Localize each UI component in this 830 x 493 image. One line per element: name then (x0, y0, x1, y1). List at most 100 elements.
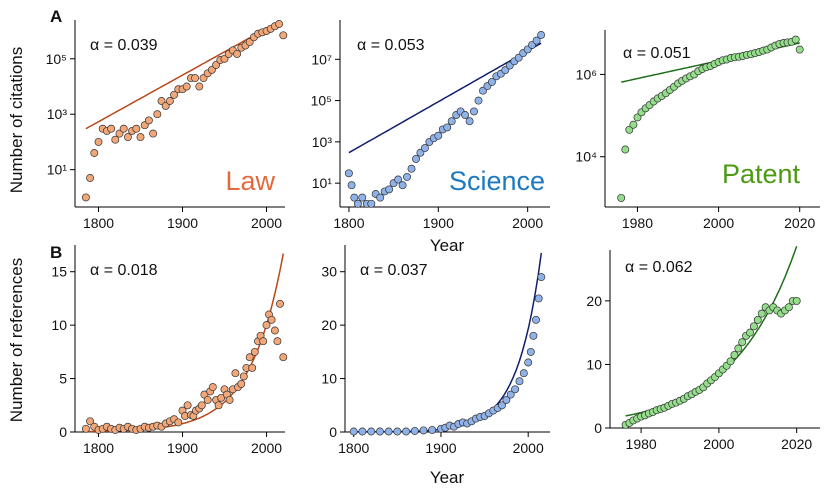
data-point (233, 49, 242, 58)
x-tick-label: 1800 (83, 440, 114, 456)
data-point (537, 273, 546, 282)
data-point (757, 309, 766, 318)
data-point (474, 96, 483, 105)
data-point (267, 315, 276, 324)
data-point (419, 426, 428, 435)
data-point (367, 199, 376, 208)
data-point (86, 174, 95, 182)
ylabel-citations: Number of citations (7, 47, 26, 193)
panel-label-b: B (50, 243, 62, 262)
data-point (465, 117, 474, 126)
data-point (208, 383, 217, 392)
data-point (792, 296, 801, 305)
data-point (534, 294, 543, 303)
data-point (191, 74, 200, 83)
data-point (353, 199, 362, 208)
data-point (519, 369, 528, 378)
data-point (81, 424, 90, 433)
data-point (749, 322, 758, 331)
data-point (410, 426, 419, 435)
y-tick-label: 10⁵ (311, 93, 332, 109)
y-tick-label: 0 (59, 424, 67, 440)
data-point (791, 35, 800, 44)
chart-science-citations: 1800 1900 2000 10¹ 10³ 10⁵ 10⁷ α = 0.053 Science (311, 20, 550, 231)
data-point (123, 133, 132, 142)
data-point (447, 117, 456, 126)
x-tick-label: 1900 (425, 440, 456, 456)
data-point (214, 401, 223, 410)
data-point (784, 303, 793, 312)
y-tick-label: 0 (329, 424, 337, 440)
data-point (498, 401, 506, 410)
data-point (279, 31, 288, 40)
y-tick-label: 30 (321, 264, 337, 280)
data-point (347, 181, 356, 190)
alpha-annotation: α = 0.018 (90, 262, 158, 279)
data-point (470, 107, 478, 116)
data-point (617, 193, 626, 202)
x-tick-label: 2000 (703, 436, 734, 452)
y-tick-label: 10³ (47, 106, 68, 122)
data-point (515, 377, 524, 386)
data-point (502, 395, 511, 404)
data-point (275, 20, 284, 28)
x-tick-label: 1800 (338, 440, 369, 456)
x-tick-label: 1980 (622, 215, 653, 231)
data-point (259, 337, 268, 346)
x-tick-label: 2020 (781, 436, 812, 452)
x-tick-label: 2000 (512, 215, 543, 231)
data-point (461, 111, 470, 119)
alpha-annotation: α = 0.039 (90, 37, 158, 54)
data-point (279, 353, 288, 362)
y-tick-label: 10 (586, 356, 602, 372)
data-point (203, 395, 212, 404)
data-point (487, 77, 496, 86)
domain-label: Law (225, 166, 275, 196)
data-point (738, 338, 747, 347)
data-point (726, 357, 735, 366)
data-point (195, 82, 204, 91)
xlabel-top: Year (430, 236, 465, 255)
data-point (506, 390, 515, 399)
data-point (182, 82, 191, 91)
y-tick-label: 10 (51, 317, 67, 333)
data-point (412, 154, 420, 163)
data-point (197, 401, 206, 410)
data-point (170, 90, 179, 99)
data-point (350, 193, 359, 202)
data-point (621, 145, 630, 154)
data-point (511, 385, 520, 394)
alpha-annotation: α = 0.037 (360, 262, 428, 279)
data-point (394, 175, 403, 184)
chart-patent-citations: 1980 2000 2020 10⁴ 10⁶ α = 0.051 Patent (575, 30, 820, 231)
data-point (273, 337, 282, 346)
panel-label-a: A (50, 7, 62, 26)
x-tick-label: 1980 (626, 436, 657, 452)
data-point (149, 129, 158, 138)
x-tick-label: 1900 (167, 440, 198, 456)
data-point (376, 193, 385, 202)
alpha-annotation: α = 0.062 (625, 259, 693, 276)
x-tick-label: 1900 (423, 215, 454, 231)
data-point (375, 427, 384, 436)
data-point (237, 379, 246, 388)
data-point (248, 363, 257, 372)
data-point (532, 315, 540, 324)
data-point (183, 401, 192, 410)
y-tick-label: 0 (594, 420, 602, 436)
data-point (90, 149, 99, 157)
data-point (625, 125, 634, 134)
y-tick-label: 10⁴ (575, 149, 597, 165)
y-tick-label: 5 (59, 371, 67, 387)
fit-line (353, 252, 543, 433)
data-point (730, 350, 739, 359)
fit-line (348, 42, 542, 154)
y-tick-label: 10⁷ (311, 51, 332, 67)
data-point (434, 131, 443, 140)
data-point (119, 124, 128, 133)
domain-label: Science (449, 166, 545, 196)
y-tick-label: 10¹ (312, 175, 333, 191)
x-tick-label: 1800 (333, 215, 364, 231)
chart-patent-references: 1980 2000 2020 0 10 20 α = 0.062 (586, 245, 820, 452)
data-point (239, 372, 248, 381)
